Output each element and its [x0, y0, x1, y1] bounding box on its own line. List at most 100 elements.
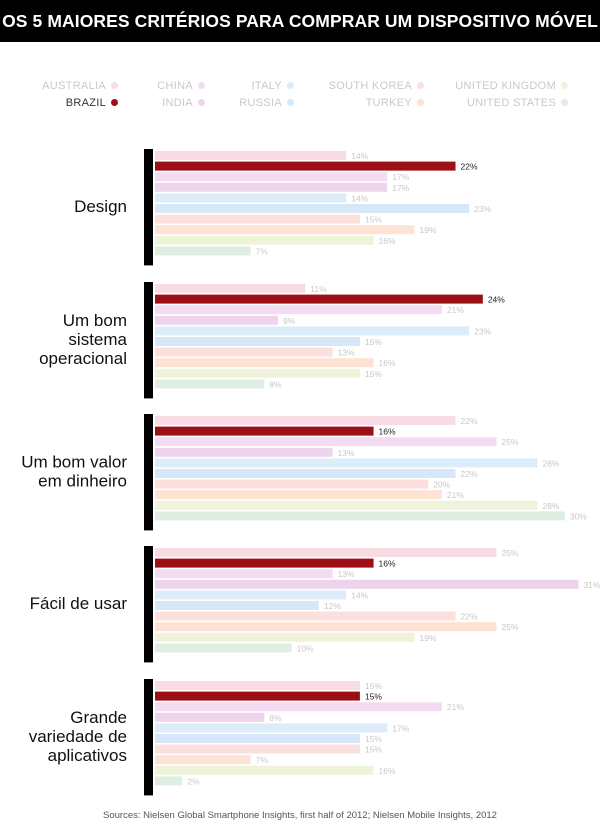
bar-russia	[155, 734, 360, 743]
bar-united-states	[155, 379, 265, 389]
data-label: 23%	[474, 204, 491, 214]
bar-south-korea	[155, 214, 360, 224]
data-label: 14%	[351, 151, 368, 161]
data-label: 21%	[447, 305, 464, 315]
legend-label: UNITED STATES	[466, 97, 556, 109]
data-label: 16%	[379, 559, 396, 569]
legend-item-united-states: UNITED STATES	[467, 97, 568, 109]
legend-label: TURKEY	[365, 97, 412, 109]
bar-china	[155, 172, 388, 182]
bar-turkey	[155, 225, 415, 235]
bar-united-states	[155, 246, 251, 256]
data-label: 22%	[461, 162, 478, 172]
bar-brazil	[155, 691, 360, 701]
category-label: sistema	[68, 330, 127, 349]
category-label: em dinheiro	[38, 472, 127, 491]
data-label: 15%	[365, 369, 382, 379]
legend-swatch	[287, 81, 294, 89]
data-label: 28%	[542, 501, 559, 511]
bar-united-kingdom	[155, 632, 415, 642]
data-label: 22%	[461, 612, 478, 622]
bar-italy	[155, 193, 347, 203]
bar-south-korea	[155, 479, 429, 489]
legend-swatch	[111, 81, 118, 89]
bar-italy	[155, 723, 388, 733]
legend-item-china: CHINA	[157, 80, 205, 92]
data-label: 14%	[351, 590, 368, 600]
bar-south-korea	[155, 347, 333, 357]
bar-russia	[155, 204, 470, 213]
bar-india	[155, 447, 333, 457]
bar-turkey	[155, 755, 251, 765]
bar-united-kingdom	[155, 235, 374, 245]
data-label: 20%	[433, 480, 450, 490]
legend-label: CHINA	[157, 80, 193, 92]
data-label: 16%	[379, 766, 396, 776]
axis-bar	[144, 546, 153, 663]
bar-russia	[155, 337, 360, 346]
title-bar: OS 5 MAIORES CRITÉRIOS PARA COMPRAR UM D…	[0, 0, 600, 42]
bar-turkey	[155, 622, 497, 632]
data-label: 7%	[256, 755, 269, 765]
bar-australia	[155, 416, 456, 425]
legend-swatch	[287, 98, 294, 106]
data-label: 25%	[502, 437, 519, 447]
bar-australia	[155, 681, 360, 690]
bar-united-kingdom	[155, 368, 360, 378]
data-label: 16%	[379, 358, 396, 368]
category-label: Design	[74, 197, 127, 216]
bar-china	[155, 569, 333, 579]
legend-item-brazil: BRAZIL	[66, 97, 118, 109]
data-label: 23%	[474, 326, 491, 336]
legend-swatch	[417, 98, 424, 106]
data-label: 2%	[187, 776, 200, 786]
data-label: 19%	[420, 225, 437, 235]
legend-label: BRAZIL	[65, 97, 106, 109]
bar-italy	[155, 590, 347, 600]
legend-label: UNITED KINGDOM	[455, 80, 556, 92]
bar-india	[155, 182, 388, 192]
legend-item-south-korea: SOUTH KOREA	[329, 80, 424, 92]
bar-india	[155, 712, 265, 722]
data-label: 19%	[420, 633, 437, 643]
data-label: 22%	[461, 469, 478, 479]
bar-australia	[155, 284, 306, 293]
bar-russia	[155, 601, 319, 610]
legend-item-australia: AUSTRALIA	[42, 80, 118, 92]
legend-item-united-kingdom: UNITED KINGDOM	[455, 80, 568, 92]
data-label: 15%	[365, 337, 382, 347]
bar-group-0: Design 14% 22% 17%17% 14% 23% 15% 19% 16% 7%	[74, 149, 492, 266]
data-label: 15%	[365, 215, 382, 225]
bar-united-kingdom	[155, 765, 374, 775]
data-label: 11%	[310, 284, 327, 294]
category-label: variedade de	[29, 727, 127, 746]
axis-bar	[144, 679, 153, 796]
axis-bar	[144, 149, 153, 266]
source-note: Sources: Nielsen Global Smartphone Insig…	[103, 810, 497, 821]
category-label: operacional	[39, 349, 127, 368]
legend: AUSTRALIA BRAZIL CHINA INDIA ITALY RUSSIA SOUT…	[0, 80, 600, 116]
bar-italy	[155, 326, 470, 336]
data-label: 13%	[338, 569, 355, 579]
data-label: 13%	[338, 448, 355, 458]
data-label: 16%	[379, 427, 396, 437]
legend-item-india: INDIA	[162, 97, 205, 109]
category-label: aplicativos	[48, 746, 127, 765]
data-label: 25%	[502, 548, 519, 558]
bar-china	[155, 437, 497, 447]
bar-india	[155, 579, 579, 589]
bar-united-states	[155, 776, 183, 786]
data-label: 10%	[297, 643, 314, 653]
bar-united-kingdom	[155, 500, 538, 510]
bar-china	[155, 702, 442, 712]
legend-label: RUSSIA	[239, 97, 282, 109]
data-label: 15%	[365, 734, 382, 744]
data-label: 17%	[392, 172, 409, 182]
bar-brazil	[155, 294, 483, 304]
data-label: 7%	[256, 246, 269, 256]
category-label: Fácil de usar	[30, 594, 128, 613]
legend-swatch	[417, 81, 424, 89]
data-label: 17%	[392, 183, 409, 193]
